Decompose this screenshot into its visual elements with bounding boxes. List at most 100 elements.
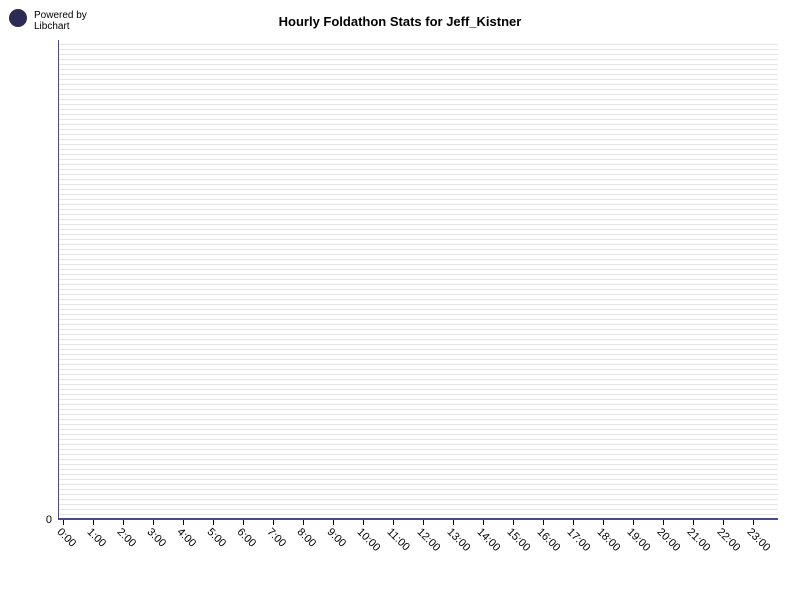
gridline bbox=[58, 504, 778, 505]
gridline bbox=[58, 99, 778, 100]
x-tick-mark bbox=[93, 520, 94, 525]
x-tick-mark bbox=[63, 520, 64, 525]
gridline bbox=[58, 364, 778, 365]
gridline bbox=[58, 294, 778, 295]
gridline bbox=[58, 344, 778, 345]
x-tick-label: 5:00 bbox=[204, 526, 228, 550]
gridline bbox=[58, 204, 778, 205]
gridline bbox=[58, 79, 778, 80]
gridline bbox=[58, 134, 778, 135]
gridline bbox=[58, 139, 778, 140]
gridline bbox=[58, 109, 778, 110]
chart-title: Hourly Foldathon Stats for Jeff_Kistner bbox=[0, 14, 800, 29]
x-tick-label: 1:00 bbox=[84, 526, 108, 550]
gridline bbox=[58, 479, 778, 480]
gridline bbox=[58, 329, 778, 330]
y-tick-label: 0 bbox=[46, 514, 58, 526]
x-ticks: 0:001:002:003:004:005:006:007:008:009:00… bbox=[58, 520, 778, 600]
x-tick-label: 17:00 bbox=[564, 526, 592, 554]
x-tick-label: 0:00 bbox=[54, 526, 78, 550]
gridline bbox=[58, 309, 778, 310]
gridline bbox=[58, 429, 778, 430]
gridline bbox=[58, 419, 778, 420]
x-tick-mark bbox=[753, 520, 754, 525]
x-tick-label: 22:00 bbox=[714, 526, 742, 554]
gridline bbox=[58, 244, 778, 245]
gridline bbox=[58, 234, 778, 235]
gridline bbox=[58, 349, 778, 350]
x-tick-label: 14:00 bbox=[474, 526, 502, 554]
gridline bbox=[58, 164, 778, 165]
gridline bbox=[58, 209, 778, 210]
x-tick-mark bbox=[213, 520, 214, 525]
gridline bbox=[58, 269, 778, 270]
x-tick-label: 15:00 bbox=[504, 526, 532, 554]
gridline bbox=[58, 474, 778, 475]
gridline bbox=[58, 184, 778, 185]
chart-container: { "attribution": { "line1": "Powered by"… bbox=[0, 0, 800, 600]
x-tick-mark bbox=[333, 520, 334, 525]
gridline bbox=[58, 404, 778, 405]
gridline bbox=[58, 49, 778, 50]
gridline bbox=[58, 169, 778, 170]
gridline bbox=[58, 59, 778, 60]
gridline bbox=[58, 379, 778, 380]
x-tick-label: 9:00 bbox=[324, 526, 348, 550]
gridline bbox=[58, 464, 778, 465]
x-tick-label: 13:00 bbox=[444, 526, 472, 554]
x-tick-mark bbox=[153, 520, 154, 525]
x-tick-label: 8:00 bbox=[294, 526, 318, 550]
gridline bbox=[58, 114, 778, 115]
gridline bbox=[58, 439, 778, 440]
gridline bbox=[58, 389, 778, 390]
gridline bbox=[58, 129, 778, 130]
gridline bbox=[58, 454, 778, 455]
x-tick-label: 18:00 bbox=[594, 526, 622, 554]
gridline bbox=[58, 469, 778, 470]
x-tick-label: 3:00 bbox=[144, 526, 168, 550]
gridline bbox=[58, 414, 778, 415]
gridline bbox=[58, 334, 778, 335]
y-axis-line bbox=[58, 40, 59, 520]
gridline bbox=[58, 124, 778, 125]
gridline bbox=[58, 179, 778, 180]
x-tick-label: 10:00 bbox=[354, 526, 382, 554]
gridline bbox=[58, 399, 778, 400]
gridline bbox=[58, 384, 778, 385]
x-tick-mark bbox=[573, 520, 574, 525]
gridline bbox=[58, 249, 778, 250]
gridline bbox=[58, 304, 778, 305]
gridline bbox=[58, 509, 778, 510]
x-tick-mark bbox=[633, 520, 634, 525]
gridline bbox=[58, 274, 778, 275]
gridline bbox=[58, 434, 778, 435]
x-tick-mark bbox=[663, 520, 664, 525]
gridline bbox=[58, 489, 778, 490]
x-tick-label: 16:00 bbox=[534, 526, 562, 554]
gridline bbox=[58, 299, 778, 300]
x-tick-mark bbox=[303, 520, 304, 525]
x-tick-label: 11:00 bbox=[384, 526, 411, 553]
gridline bbox=[58, 324, 778, 325]
gridline bbox=[58, 279, 778, 280]
gridline bbox=[58, 159, 778, 160]
gridline bbox=[58, 144, 778, 145]
gridline bbox=[58, 194, 778, 195]
gridline bbox=[58, 314, 778, 315]
x-tick-label: 4:00 bbox=[174, 526, 198, 550]
gridline bbox=[58, 369, 778, 370]
gridline bbox=[58, 514, 778, 515]
gridline bbox=[58, 74, 778, 75]
gridline bbox=[58, 394, 778, 395]
gridline bbox=[58, 289, 778, 290]
gridline bbox=[58, 239, 778, 240]
x-tick-label: 12:00 bbox=[414, 526, 442, 554]
gridline bbox=[58, 494, 778, 495]
gridlines bbox=[58, 40, 778, 520]
x-tick-label: 7:00 bbox=[264, 526, 288, 550]
gridline bbox=[58, 84, 778, 85]
x-tick-mark bbox=[543, 520, 544, 525]
x-tick-mark bbox=[483, 520, 484, 525]
x-tick-mark bbox=[183, 520, 184, 525]
gridline bbox=[58, 119, 778, 120]
